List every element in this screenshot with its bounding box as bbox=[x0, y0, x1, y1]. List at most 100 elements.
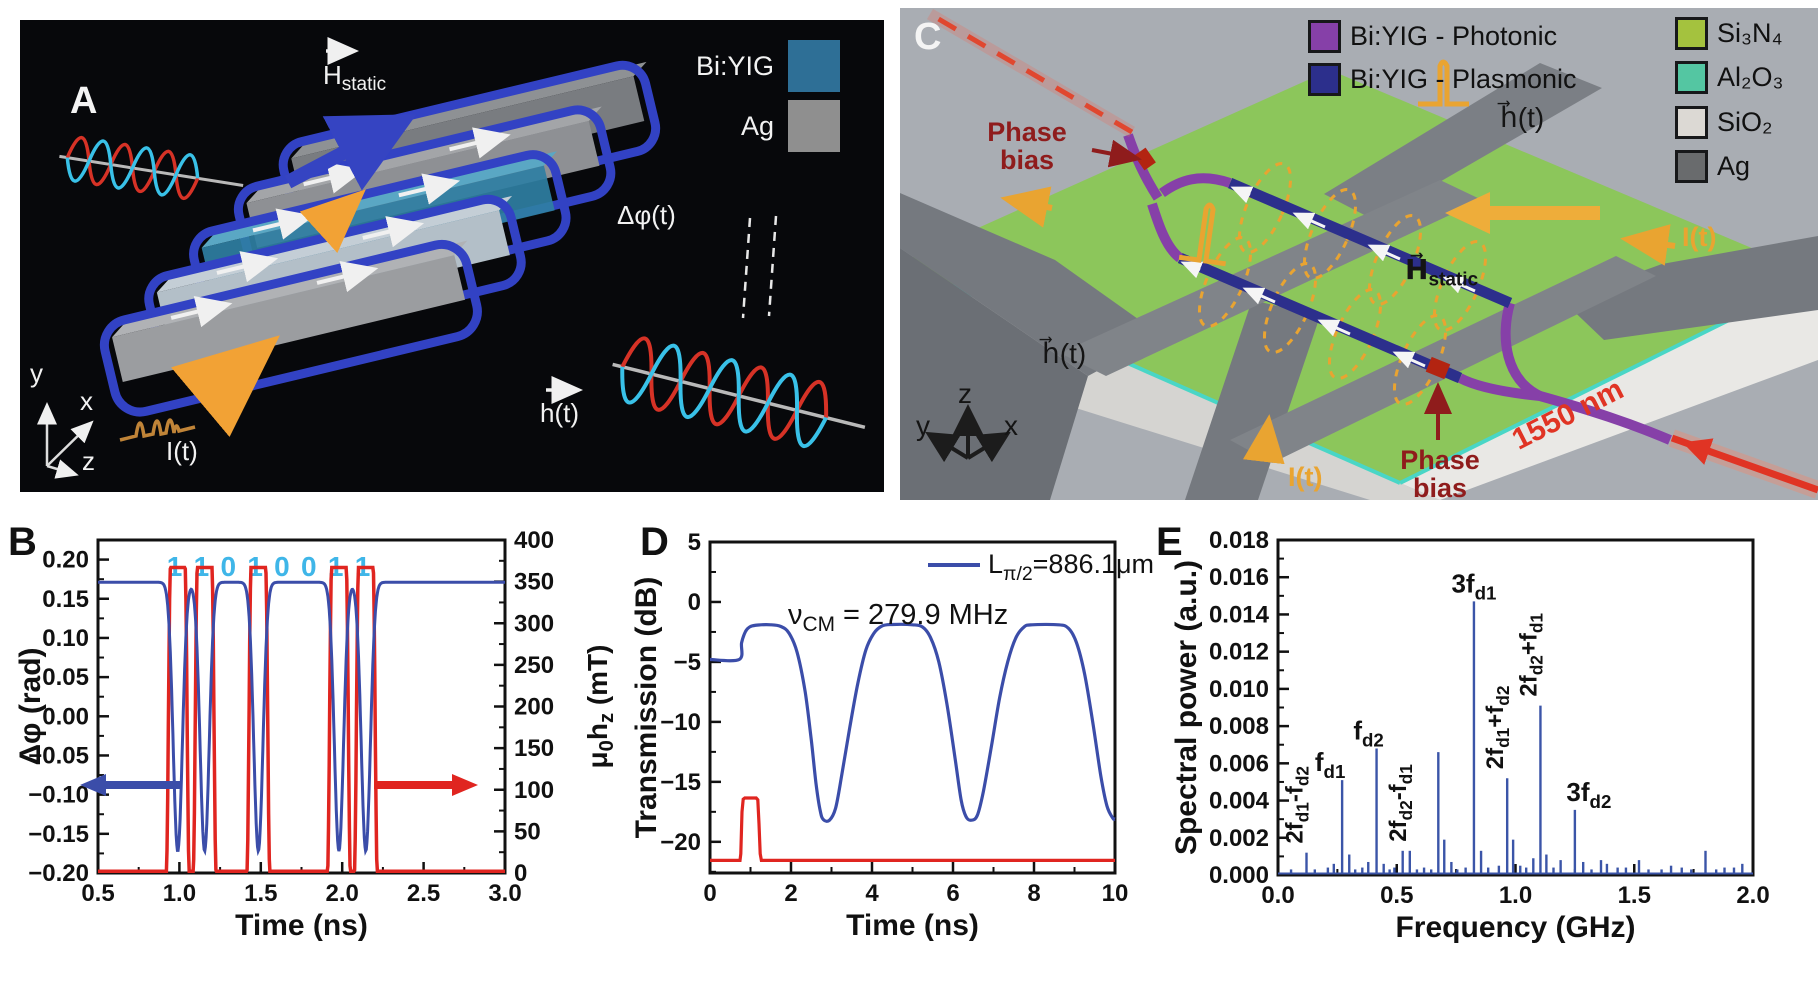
axes: 0 2 4 6 8 10 Time (ns) 5 0 −5 −10 −15 −20 bbox=[660, 529, 1128, 942]
legend-label: Lπ/2=886.1μm bbox=[988, 549, 1154, 585]
tick-label: 0.016 bbox=[1209, 564, 1269, 591]
output-beam-dashed bbox=[928, 11, 1134, 135]
tick-label: 2.5 bbox=[407, 880, 440, 907]
tick-label: −15 bbox=[660, 769, 701, 796]
axes-triad bbox=[925, 404, 1011, 463]
axis-z-label: z bbox=[82, 446, 95, 476]
x-axis-title: Time (ns) bbox=[846, 909, 979, 942]
axis-y-label: y bbox=[916, 410, 930, 441]
tick-label: 0.20 bbox=[42, 547, 89, 574]
legend-label: Ag bbox=[740, 110, 774, 141]
tick-label: 100 bbox=[514, 777, 554, 804]
h-t-label: h(t) bbox=[540, 398, 579, 428]
h-static-sub: static bbox=[341, 74, 387, 96]
tick-label: 0.10 bbox=[42, 625, 89, 652]
legend-label: SiO₂ bbox=[1717, 106, 1773, 137]
tick-label: 200 bbox=[514, 694, 554, 721]
phase-bias-section bbox=[1425, 356, 1451, 380]
y-axis-title: Transmission (dB) bbox=[630, 577, 663, 839]
legend-label: Bi:YIG - Photonic bbox=[1350, 20, 1558, 51]
legend-item-al2o3: Al₂O₃ bbox=[1675, 60, 1784, 94]
panel-c-3d-illustration bbox=[900, 8, 1818, 500]
legend: Lπ/2=886.1μm bbox=[928, 549, 1154, 585]
i-t-label-bottom: I(t) bbox=[1288, 462, 1323, 492]
legend-swatch bbox=[788, 40, 840, 92]
x-axis-title: Time (ns) bbox=[235, 909, 368, 942]
series-field-pulse bbox=[98, 565, 505, 874]
legend-item-plasmonic: Bi:YIG - Plasmonic bbox=[1308, 62, 1577, 96]
panel-a: A Hstatic Δφ(t) h(t) I(t) y x z Bi:YIG A… bbox=[20, 20, 884, 492]
tick-label: 0.000 bbox=[1209, 862, 1269, 889]
input-beam-arrow bbox=[1682, 438, 1751, 468]
legend-swatch bbox=[1675, 149, 1708, 183]
y-axis-title-right: μ0hz (mT) bbox=[582, 645, 618, 769]
peak-label: 2fd2-fd1 bbox=[1385, 764, 1416, 842]
tick-label: 150 bbox=[514, 735, 554, 762]
tick-label: −0.10 bbox=[28, 782, 89, 809]
series-phase-shift bbox=[98, 580, 505, 857]
tick-label: 1.0 bbox=[1499, 882, 1532, 909]
h-static-arrow bbox=[284, 114, 417, 191]
tick-label: 2 bbox=[784, 880, 797, 907]
panel-a-3d-illustration bbox=[37, 37, 866, 479]
y-axis-title: Spectral power (a.u.) bbox=[1170, 560, 1203, 855]
axis-y-label: y bbox=[30, 358, 43, 388]
phase-bias-line2: bias bbox=[999, 145, 1055, 176]
phase-bias-label-top: Phase bias bbox=[962, 118, 1092, 175]
ag-electrodes bbox=[900, 63, 1818, 500]
annotation-frequency: νCM = 279.9 MHz bbox=[788, 599, 1008, 636]
panel-d-chart: 0 2 4 6 8 10 Time (ns) 5 0 −5 −10 −15 −20Transmissio… bbox=[630, 529, 1154, 942]
x-axis-title: Frequency (GHz) bbox=[1395, 911, 1635, 944]
h-static-label: Hstatic bbox=[323, 62, 386, 94]
phase-reference-dashes bbox=[741, 215, 778, 319]
peak-label: 3fd1 bbox=[1451, 568, 1496, 603]
delta-phi-label: Δφ(t) bbox=[617, 200, 676, 230]
axes-triad bbox=[37, 402, 94, 479]
tick-label: 0.004 bbox=[1209, 788, 1270, 815]
legend-item-ag: Ag bbox=[678, 100, 840, 152]
legend-item-ag: Ag bbox=[1675, 149, 1751, 183]
current-direction-arrows bbox=[1000, 186, 1676, 465]
magneto-plasmonic-device bbox=[99, 60, 661, 417]
phase-bias-line2: bias bbox=[1412, 473, 1468, 504]
tick-label: −5 bbox=[674, 649, 701, 676]
h-static-arrow bbox=[1445, 192, 1600, 234]
axis-arrow-left bbox=[80, 774, 182, 796]
tick-label: 0 bbox=[688, 589, 701, 616]
current-arrow bbox=[171, 335, 280, 438]
legend-label: Bi:YIG bbox=[695, 50, 774, 81]
h-static-base: H bbox=[323, 60, 342, 90]
tick-label: 0.05 bbox=[42, 664, 89, 691]
tick-label: 300 bbox=[514, 610, 554, 637]
legend-label: Si₃N₄ bbox=[1717, 17, 1783, 48]
series-drive_pulse bbox=[710, 796, 1115, 862]
legend-item-sio2: SiO₂ bbox=[1675, 105, 1773, 139]
series-transmission_dB bbox=[709, 622, 1117, 823]
phase-bias-label-bottom: Phase bias bbox=[1380, 446, 1500, 503]
input-light-wave bbox=[59, 135, 244, 200]
tick-label: 0.002 bbox=[1209, 825, 1269, 852]
phase-bias-line1: Phase bbox=[1400, 445, 1480, 475]
legend-swatch bbox=[1675, 105, 1708, 139]
tick-label: 3.0 bbox=[488, 880, 521, 907]
panel-d-letter: D bbox=[640, 520, 669, 564]
tick-label: 0.5 bbox=[1380, 882, 1413, 909]
panel-e-letter: E bbox=[1156, 520, 1183, 564]
panel-a-letter: A bbox=[70, 80, 98, 122]
i-t-label: I(t) bbox=[166, 436, 198, 466]
output-light-wave bbox=[612, 336, 866, 449]
bit-digit: 0 bbox=[301, 551, 317, 582]
bit-digit: 0 bbox=[274, 551, 290, 582]
peak-label: fd2 bbox=[1353, 715, 1384, 750]
tick-label: 0 bbox=[703, 880, 716, 907]
tick-label: 250 bbox=[514, 652, 554, 679]
legend-label: Ag bbox=[1717, 150, 1751, 181]
peak-label: fd1 bbox=[1315, 747, 1346, 782]
tick-label: 1.5 bbox=[1618, 882, 1651, 909]
legend-label: Bi:YIG - Plasmonic bbox=[1350, 63, 1577, 94]
tick-label: 0.018 bbox=[1209, 527, 1269, 554]
bit-digit: 0 bbox=[220, 551, 236, 582]
chip-sio2-side-right bbox=[1400, 276, 1818, 500]
tick-label: 8 bbox=[1027, 880, 1040, 907]
